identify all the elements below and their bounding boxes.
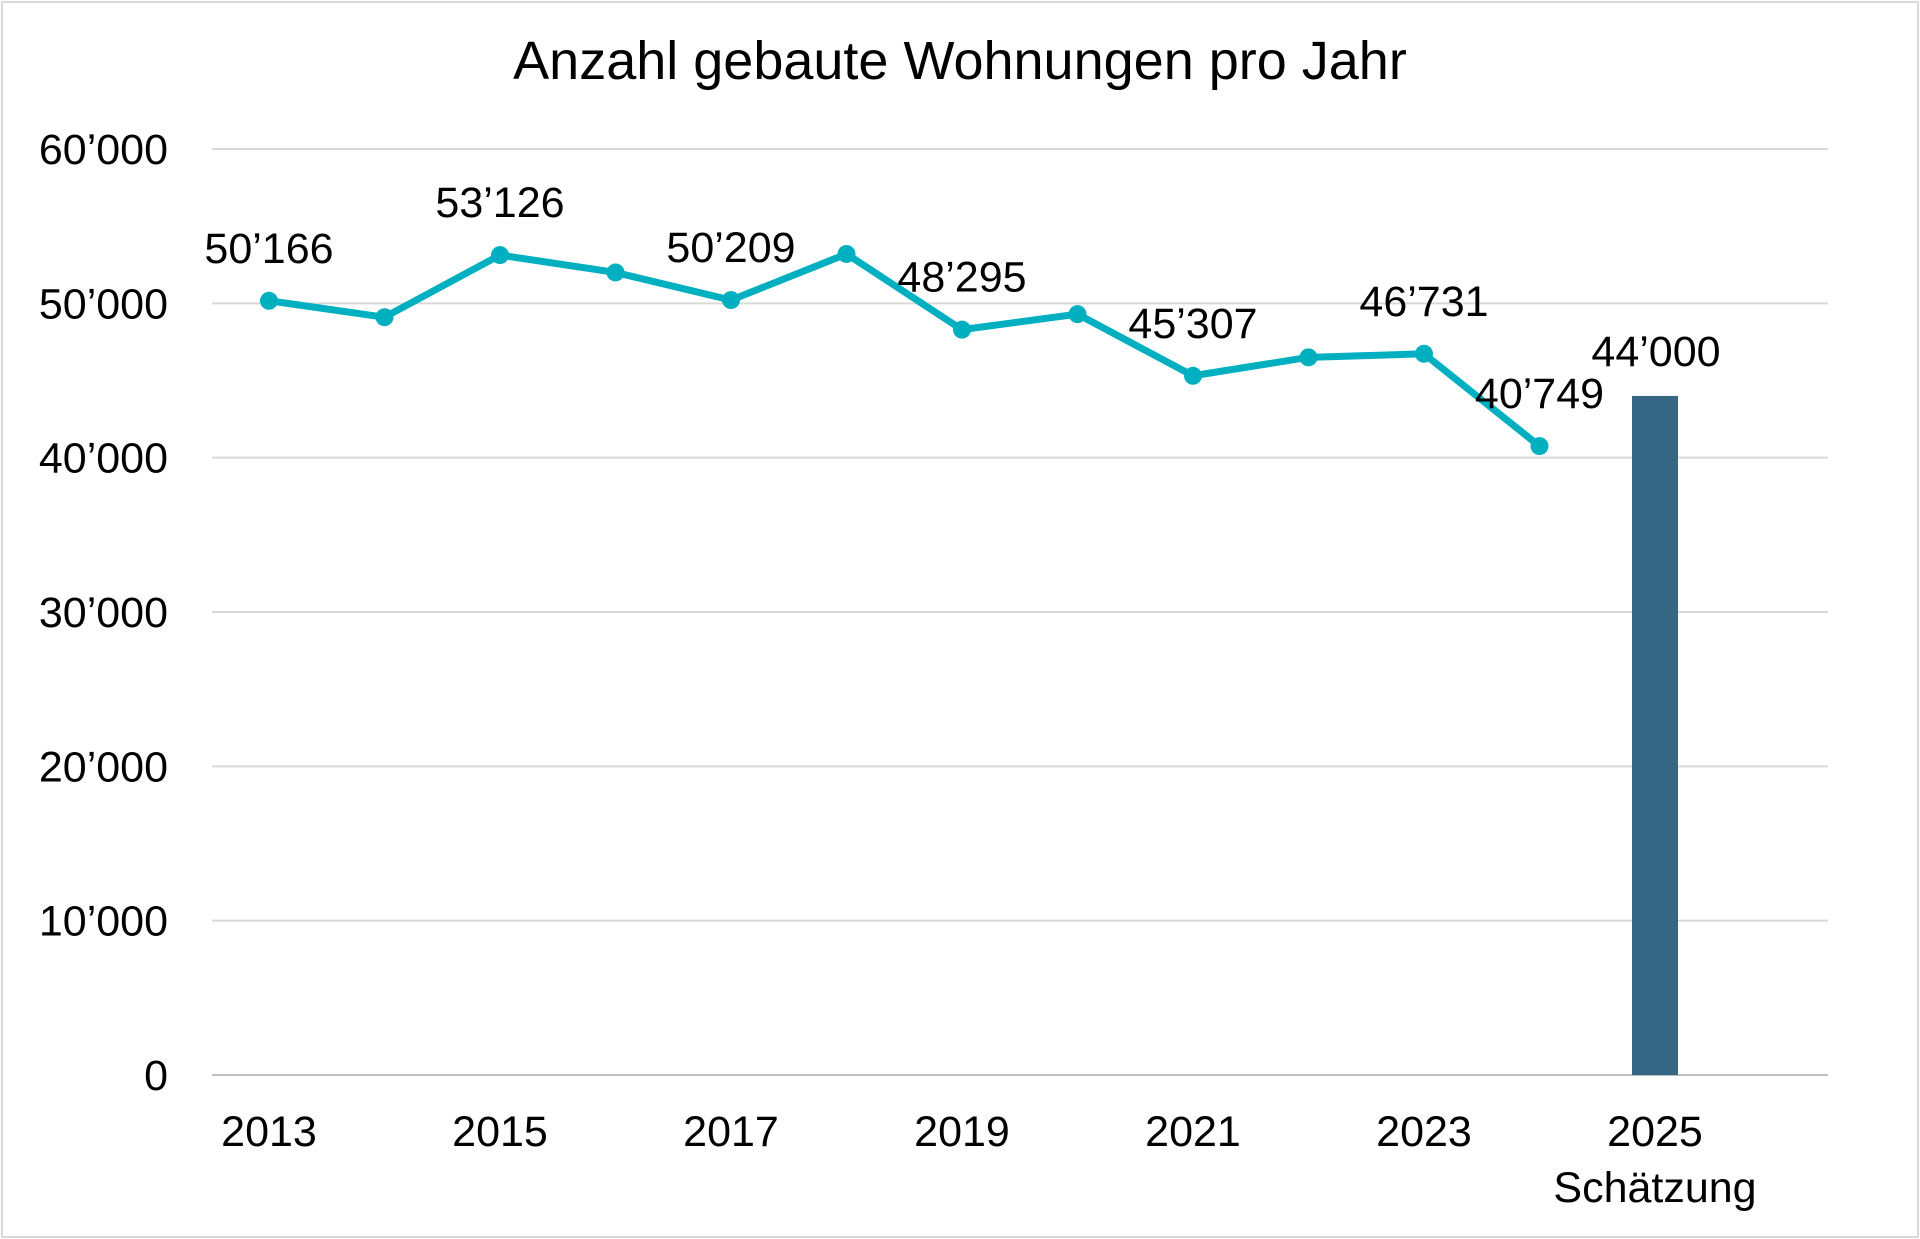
data-point [1530, 437, 1549, 456]
x-tick-label: 2025 [1607, 1108, 1703, 1156]
data-point [1299, 348, 1318, 367]
data-point [491, 246, 509, 265]
y-tick-label: 20’000 [39, 743, 168, 791]
x-tick-label: 2013 [221, 1108, 317, 1156]
data-point [722, 291, 740, 310]
data-label: 48’295 [897, 254, 1026, 302]
series-line [268, 250, 1542, 449]
x-tick-label: 2017 [683, 1108, 779, 1156]
data-label: 50’209 [666, 224, 795, 272]
data-point [260, 291, 278, 310]
y-tick-label: 50’000 [39, 280, 168, 328]
x-tick-label: 2021 [1145, 1108, 1241, 1156]
data-point [953, 320, 971, 339]
data-point [1068, 305, 1087, 324]
data-label: 40’749 [1475, 370, 1604, 418]
y-tick-label: 40’000 [39, 435, 168, 483]
data-label: 53’126 [435, 179, 564, 227]
y-tick-label: 10’000 [39, 898, 168, 946]
data-point [375, 308, 394, 327]
x-tick-sublabel: Schätzung [1553, 1164, 1756, 1212]
data-point [1415, 344, 1433, 363]
x-tick-label: 2015 [452, 1108, 548, 1156]
bar-data-label: 44’000 [1591, 328, 1720, 376]
data-label: 46’731 [1359, 278, 1488, 326]
y-tick-label: 0 [144, 1052, 168, 1100]
x-tick-label: 2019 [914, 1108, 1010, 1156]
data-point [606, 263, 625, 282]
data-label: 45’307 [1128, 300, 1257, 348]
y-tick-label: 30’000 [39, 589, 168, 637]
data-point [837, 244, 856, 263]
data-label: 50’166 [204, 225, 333, 273]
data-point [1184, 366, 1202, 385]
x-tick-label: 2023 [1376, 1108, 1472, 1156]
y-tick-label: 60’000 [39, 126, 168, 174]
bar-2025 [1632, 395, 1678, 1075]
chart-title: Anzahl gebaute Wohnungen pro Jahr [513, 31, 1407, 91]
